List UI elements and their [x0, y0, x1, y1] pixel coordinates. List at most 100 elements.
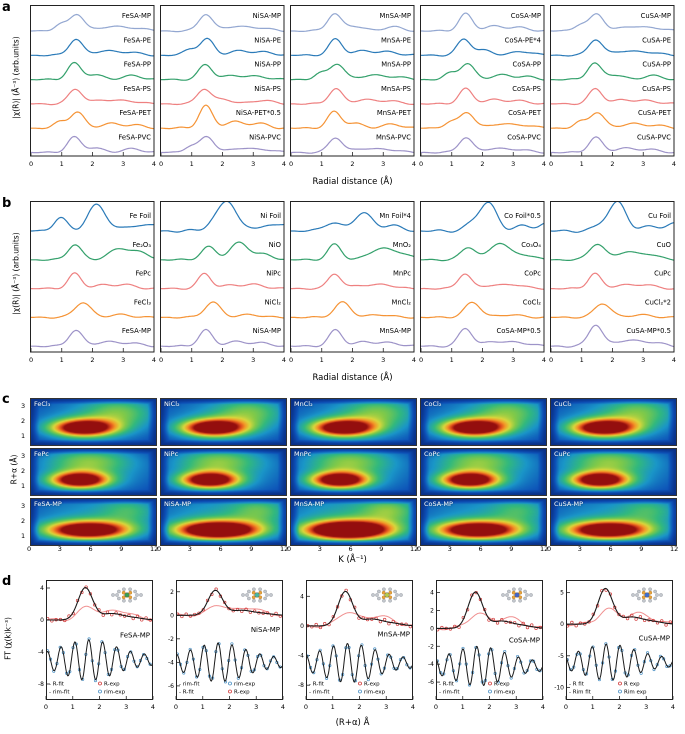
- curve-label: MnSA-MP: [379, 12, 411, 20]
- sample-label: CoSA-MP: [509, 637, 540, 645]
- spectrum-curve: [291, 88, 414, 105]
- panel-d-letter: d: [2, 574, 12, 589]
- carbon-atom: [258, 587, 262, 592]
- b-subplot: 0 1 2 3 4 Mn Foil*4 MnO₂ MnPc MnCl₂ MnSA-MP: [289, 201, 416, 364]
- spectrum-curve: [31, 38, 154, 57]
- panel-d: d FT (χ(k)k⁻³) (R+α) Å 0 1 2 3 4 4 0 -4 -8 FeSA-M…: [0, 574, 685, 734]
- carbon-atom: [525, 593, 529, 597]
- spectrum-curve: [291, 273, 414, 290]
- carbon-atom: [523, 589, 527, 594]
- x-tick-label: 3: [317, 545, 322, 553]
- legend-marker: [618, 689, 622, 694]
- spectrum-curve: [291, 137, 414, 154]
- carbon-atom: [263, 589, 267, 594]
- spectrum-curve: [291, 243, 414, 261]
- sample-label: NiSA-MP: [251, 626, 280, 634]
- y-tick-label: 0: [300, 623, 304, 630]
- y-tick-label: -4: [168, 659, 174, 666]
- curve-label: NiSA-MP: [253, 327, 281, 335]
- x-tick-label: 2: [357, 703, 361, 711]
- spectrum-curve: [551, 272, 674, 290]
- wavelet-map: [420, 498, 547, 546]
- y-tick-label: -4: [428, 661, 434, 668]
- d-subplot: 0 1 2 3 4 4 0 -4 -8 FeSA-MP - R-fit - rim-fit R-exp r…: [38, 580, 155, 711]
- curve-label: NiSA-PET*0.5: [236, 109, 281, 117]
- spectrum-curve: [31, 88, 154, 106]
- nitrogen-atom: [518, 595, 523, 600]
- y-tick-label: 2: [170, 589, 174, 596]
- spectrum-curve: [291, 13, 414, 32]
- carbon-atom: [377, 596, 381, 601]
- carbon-atom: [518, 587, 522, 592]
- legend-marker: [618, 681, 622, 686]
- map-label: FePc: [34, 450, 49, 458]
- legend-marker: [228, 689, 232, 694]
- carbon-atom: [642, 587, 646, 592]
- carbon-atom: [507, 596, 511, 601]
- carbon-atom: [117, 589, 121, 594]
- a-subplot: 0 1 2 3 4 NiSA-MP NiSA-PE NiSA-PP NiSA-PS NiSA-PE…: [159, 5, 286, 168]
- rim-fit-curve: [567, 643, 672, 681]
- nitrogen-atom: [388, 590, 393, 595]
- spectrum-curve: [551, 303, 674, 319]
- nitrogen-atom: [641, 590, 646, 595]
- x-tick-label: 0: [29, 356, 33, 364]
- nitrogen-atom: [648, 590, 653, 595]
- spectrum-curve: [421, 87, 544, 105]
- x-tick-label: 0: [434, 703, 438, 711]
- curve-label: CuSA-PVC: [637, 134, 671, 142]
- spectrum-curve: [551, 39, 674, 57]
- r-exp-marker: [570, 620, 574, 625]
- x-tick-label: 3: [447, 545, 452, 553]
- x-tick-label: 4: [282, 356, 286, 364]
- x-tick-label: 12: [150, 545, 159, 553]
- carbon-atom: [382, 587, 386, 592]
- x-tick-label: 4: [541, 703, 545, 711]
- curve-label: Cu Foil: [648, 212, 671, 220]
- rim-fit-curve: [437, 645, 542, 687]
- x-tick-label: 0: [419, 160, 423, 168]
- nitrogen-atom: [128, 595, 133, 600]
- curve-label: MnSA-PVC: [376, 134, 411, 142]
- plot-frame: [420, 5, 545, 157]
- wavelet-map: [420, 398, 547, 446]
- x-tick-label: 0: [174, 703, 178, 711]
- carbon-atom: [245, 593, 249, 597]
- x-tick-label: 0: [27, 545, 32, 553]
- spectrum-curve: [31, 203, 154, 232]
- panel-b-letter: b: [2, 196, 12, 211]
- x-tick-label: 2: [487, 703, 491, 711]
- wavelet-map: [30, 498, 157, 546]
- x-tick-label: 0: [547, 545, 552, 553]
- map-label: CoPc: [424, 450, 441, 458]
- r-exp-marker: [387, 622, 391, 626]
- curve-label: CuSA-PS: [642, 85, 671, 93]
- r-fit-curve: [47, 587, 152, 621]
- spectrum-curve: [551, 202, 674, 233]
- spectrum-curve: [421, 242, 544, 262]
- r-exp-marker: [84, 585, 88, 589]
- panel-c-xlabel: K (Å⁻¹): [338, 555, 367, 565]
- x-tick-label: 1: [190, 160, 194, 168]
- x-tick-label: 4: [152, 160, 156, 168]
- x-tick-label: 4: [281, 703, 285, 711]
- molecule-inset: [501, 587, 533, 603]
- rim-fit-curve: [47, 639, 152, 681]
- curve-label: CoCl₂: [523, 298, 542, 306]
- y-tick-label: 0: [170, 612, 174, 619]
- legend-marker-label: rim-exp: [494, 690, 516, 696]
- curve-label: MnSA-PS: [381, 85, 411, 93]
- plot-frame: [290, 201, 415, 353]
- x-tick-label: 6: [608, 545, 613, 553]
- nitrogen-atom: [251, 595, 256, 600]
- carbon-atom: [648, 587, 652, 592]
- curve-label: MnPc: [393, 270, 411, 278]
- panel-a-xlabel: Radial distance (Å): [312, 177, 393, 187]
- carbon-atom: [371, 593, 375, 597]
- x-tick-label: 0: [289, 356, 293, 364]
- y-tick-label: -6: [168, 683, 174, 690]
- nitrogen-atom: [258, 590, 263, 595]
- legend-line-label: - R-fit: [179, 690, 195, 696]
- carbon-atom: [247, 589, 251, 594]
- curve-label: CoSA-PE*4: [505, 36, 541, 44]
